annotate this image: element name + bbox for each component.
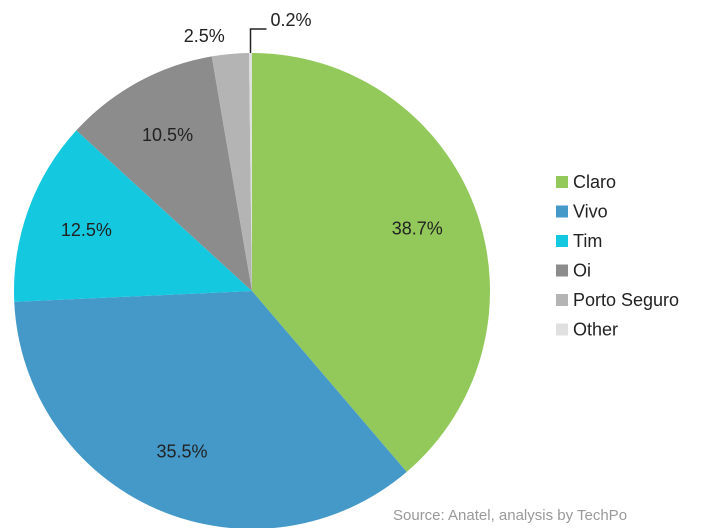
slice-label: 35.5% — [156, 441, 207, 461]
pie-slice — [252, 53, 491, 472]
leader-line — [249, 28, 267, 54]
legend-swatch — [556, 176, 568, 188]
source-note: Source: Anatel, analysis by TechPo — [393, 507, 627, 524]
slice-label: 10.5% — [142, 125, 193, 145]
pie-slice — [76, 56, 252, 291]
pie-slice — [14, 130, 253, 302]
legend-swatch — [556, 323, 568, 336]
slice-label: 2.5% — [184, 26, 225, 46]
legend-swatch — [556, 294, 568, 306]
legend-label: Claro — [573, 172, 616, 192]
legend-label: Vivo — [573, 201, 608, 221]
legend-label: Tim — [573, 231, 602, 251]
pie-slice — [211, 53, 252, 291]
legend-label: Porto Seguro — [573, 290, 679, 310]
pie-slice — [14, 291, 407, 528]
legend-swatch — [556, 264, 568, 277]
slice-label: 12.5% — [61, 220, 112, 240]
slice-label: 0.2% — [271, 10, 312, 30]
legend-label: Oi — [573, 260, 591, 280]
legend-swatch — [556, 235, 568, 247]
pie-slice — [249, 53, 252, 291]
legend-swatch — [556, 205, 568, 218]
legend-label: Other — [573, 319, 618, 339]
slice-label: 38.7% — [392, 219, 443, 239]
